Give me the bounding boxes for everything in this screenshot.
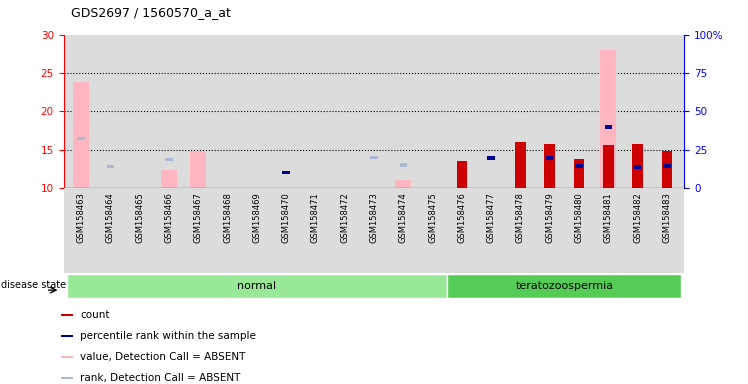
Text: GSM158475: GSM158475 (428, 192, 437, 243)
Bar (604, 125, 612, 129)
Text: GSM158477: GSM158477 (487, 192, 496, 243)
Bar (61, 356, 73, 358)
Bar (67, 274, 447, 298)
Text: GDS2697 / 1560570_a_at: GDS2697 / 1560570_a_at (71, 6, 231, 19)
Bar (447, 274, 681, 298)
Bar (603, 145, 613, 188)
Text: normal: normal (237, 281, 277, 291)
Bar (64, 188, 684, 273)
Text: value, Detection Call = ABSENT: value, Detection Call = ABSENT (81, 352, 246, 362)
Text: GSM158474: GSM158474 (399, 192, 408, 243)
Text: disease state: disease state (1, 280, 66, 290)
Bar (632, 144, 643, 188)
Text: GSM158478: GSM158478 (516, 192, 525, 243)
Bar (634, 165, 641, 169)
Bar (515, 142, 526, 188)
Text: GSM158476: GSM158476 (457, 192, 466, 243)
Bar (107, 165, 114, 169)
Text: count: count (81, 310, 110, 320)
Bar (600, 50, 616, 188)
Text: GSM158466: GSM158466 (165, 192, 174, 243)
Text: percentile rank within the sample: percentile rank within the sample (81, 331, 257, 341)
Text: GSM158471: GSM158471 (311, 192, 320, 243)
Bar (61, 377, 73, 379)
Bar (78, 137, 85, 140)
Text: teratozoospermia: teratozoospermia (515, 281, 613, 291)
Bar (61, 335, 73, 337)
Bar (395, 180, 411, 188)
Text: GSM158483: GSM158483 (662, 192, 672, 243)
Text: GSM158482: GSM158482 (633, 192, 642, 243)
Text: GSM158481: GSM158481 (604, 192, 613, 243)
Text: GSM158472: GSM158472 (340, 192, 349, 243)
Text: GSM158468: GSM158468 (223, 192, 232, 243)
Text: GSM158467: GSM158467 (194, 192, 203, 243)
Bar (663, 164, 670, 168)
Bar (370, 156, 378, 159)
Bar (575, 164, 583, 168)
Bar (662, 151, 672, 188)
Text: GSM158463: GSM158463 (76, 192, 86, 243)
Bar (283, 170, 289, 174)
Text: GSM158464: GSM158464 (106, 192, 115, 243)
Text: GSM158469: GSM158469 (252, 192, 261, 243)
Text: rank, Detection Call = ABSENT: rank, Detection Call = ABSENT (81, 373, 241, 383)
Bar (61, 314, 73, 316)
Bar (73, 82, 89, 188)
Text: GSM158473: GSM158473 (370, 192, 378, 243)
Bar (399, 164, 407, 167)
Bar (546, 156, 554, 160)
Bar (456, 161, 467, 188)
Text: GSM158465: GSM158465 (135, 192, 144, 243)
Text: GSM158480: GSM158480 (574, 192, 583, 243)
Bar (545, 144, 555, 188)
Bar (161, 170, 177, 188)
Bar (488, 156, 494, 160)
Bar (190, 151, 206, 188)
Bar (574, 159, 584, 188)
Bar (165, 158, 173, 162)
Text: GSM158470: GSM158470 (282, 192, 291, 243)
Text: GSM158479: GSM158479 (545, 192, 554, 243)
